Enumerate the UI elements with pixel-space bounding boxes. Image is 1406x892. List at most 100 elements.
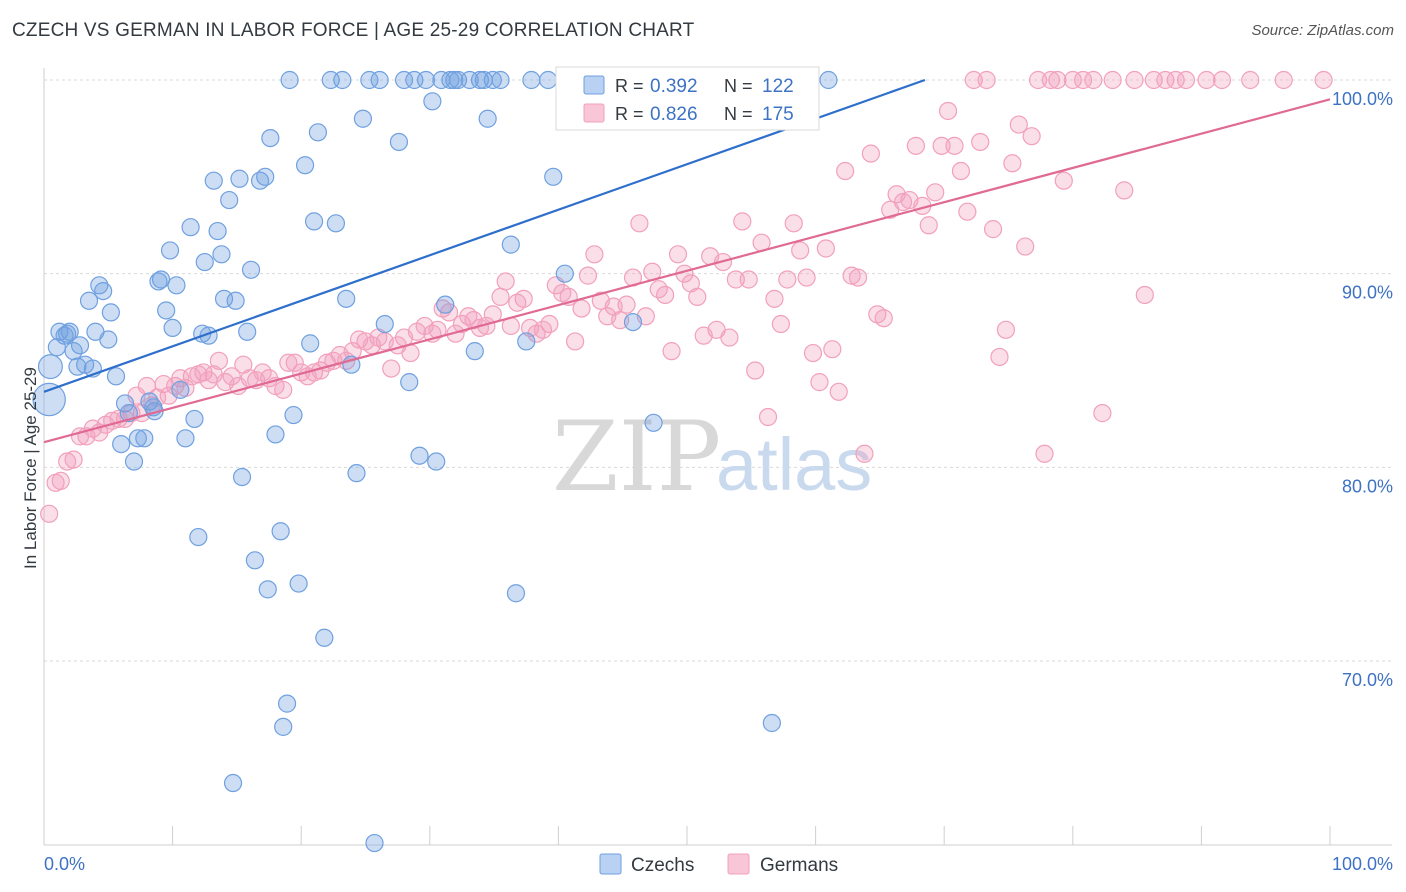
series-legend-swatch-germans	[727, 853, 750, 875]
germans-point	[630, 214, 649, 233]
germans-point	[491, 287, 510, 307]
czechs-point	[226, 291, 245, 310]
germans-point	[540, 314, 559, 334]
germans-point	[874, 309, 893, 328]
germans-point	[1073, 70, 1093, 90]
czechs-point	[295, 156, 315, 175]
y-tick-label: 70.0%	[1342, 670, 1393, 690]
czechs-point	[238, 322, 257, 341]
czechs-point	[204, 171, 223, 190]
germans-point	[1063, 70, 1082, 90]
germans-point	[797, 268, 816, 287]
germans-point	[279, 353, 298, 372]
germans-point	[159, 386, 178, 405]
legend-n-value-czechs: 122	[762, 76, 794, 97]
czechs-point	[274, 717, 293, 736]
series-legend-label-czechs: Czechs	[631, 855, 694, 876]
germans-point	[1093, 404, 1112, 423]
czechs-point	[423, 92, 442, 111]
czechs-point	[128, 429, 147, 448]
germans-point	[40, 504, 59, 523]
czechs-point	[465, 342, 484, 361]
germans-point	[668, 245, 688, 264]
germans-point	[932, 136, 951, 155]
legend-n-label-czechs: N =	[724, 76, 753, 96]
czechs-point	[370, 70, 389, 90]
czechs-point	[623, 312, 643, 332]
czechs-point	[271, 522, 290, 541]
x-tick-label: 100.0%	[1332, 854, 1393, 874]
germans-point	[893, 192, 913, 212]
germans-point	[996, 320, 1016, 339]
germans-point	[209, 351, 228, 370]
germans-point	[938, 101, 958, 121]
czechs-point	[258, 580, 277, 599]
germans-point	[810, 373, 829, 392]
germans-point	[720, 328, 739, 347]
czechs-point	[214, 289, 234, 308]
germans-point	[656, 285, 675, 305]
legend-r-label-czechs: R =	[615, 76, 644, 96]
germans-point	[51, 471, 70, 490]
germans-point	[1022, 127, 1041, 146]
czechs-point	[189, 527, 208, 547]
czechs-point	[353, 109, 373, 128]
czechs-point	[333, 70, 352, 90]
czechs-point	[460, 70, 479, 90]
czechs-point	[135, 429, 154, 448]
germans-point	[514, 289, 533, 308]
czechs-point	[544, 167, 563, 186]
trend-line-germans	[43, 98, 1331, 444]
germans-point	[617, 295, 636, 314]
germans-point	[566, 332, 585, 351]
germans-point	[1314, 70, 1333, 90]
germans-point	[1125, 70, 1144, 90]
y-tick-label: 80.0%	[1342, 476, 1393, 496]
axes	[43, 68, 1392, 846]
czechs-point	[99, 330, 118, 349]
germans-point	[585, 245, 604, 264]
czechs-point	[539, 70, 558, 90]
germans-point	[919, 216, 938, 235]
czechs-point	[394, 70, 414, 90]
x-tick-label: 0.0%	[44, 854, 85, 874]
czechs-point	[176, 429, 195, 448]
czechs-point	[326, 214, 346, 233]
watermark-atlas: atlas	[716, 423, 872, 506]
germans-point	[823, 340, 842, 359]
germans-point	[1212, 70, 1232, 90]
czechs-point	[400, 373, 419, 392]
czechs-point	[308, 123, 328, 142]
germans-point	[1274, 70, 1293, 90]
czechs-point	[491, 70, 510, 90]
czechs-point	[410, 446, 429, 465]
germans-point	[945, 136, 964, 155]
germans-point	[662, 342, 681, 361]
germans-point	[758, 407, 778, 427]
legend-swatch-germans	[583, 103, 605, 123]
germans-point	[1115, 181, 1134, 200]
czechs-point	[819, 70, 838, 90]
czechs-point	[94, 282, 113, 301]
germans-point	[1197, 70, 1216, 90]
germans-point	[1028, 70, 1048, 90]
czechs-point	[112, 435, 131, 454]
germans-point	[285, 353, 304, 372]
czechs-point	[522, 70, 541, 90]
germans-point	[926, 183, 945, 202]
czechs-point	[101, 303, 120, 322]
germans-point	[1176, 70, 1196, 90]
germans-point	[771, 314, 790, 334]
germans-point	[726, 270, 745, 289]
czechs-point	[70, 336, 90, 355]
czechs-point	[280, 70, 299, 90]
czechs-point	[58, 324, 77, 343]
germans-point	[274, 380, 293, 399]
czechs-point	[171, 380, 190, 399]
czechs-point	[223, 773, 243, 793]
czechs-point	[163, 318, 182, 337]
germans-point	[765, 289, 784, 308]
series-legend: Czechs Germans	[599, 853, 838, 876]
czechs-point	[501, 235, 520, 254]
